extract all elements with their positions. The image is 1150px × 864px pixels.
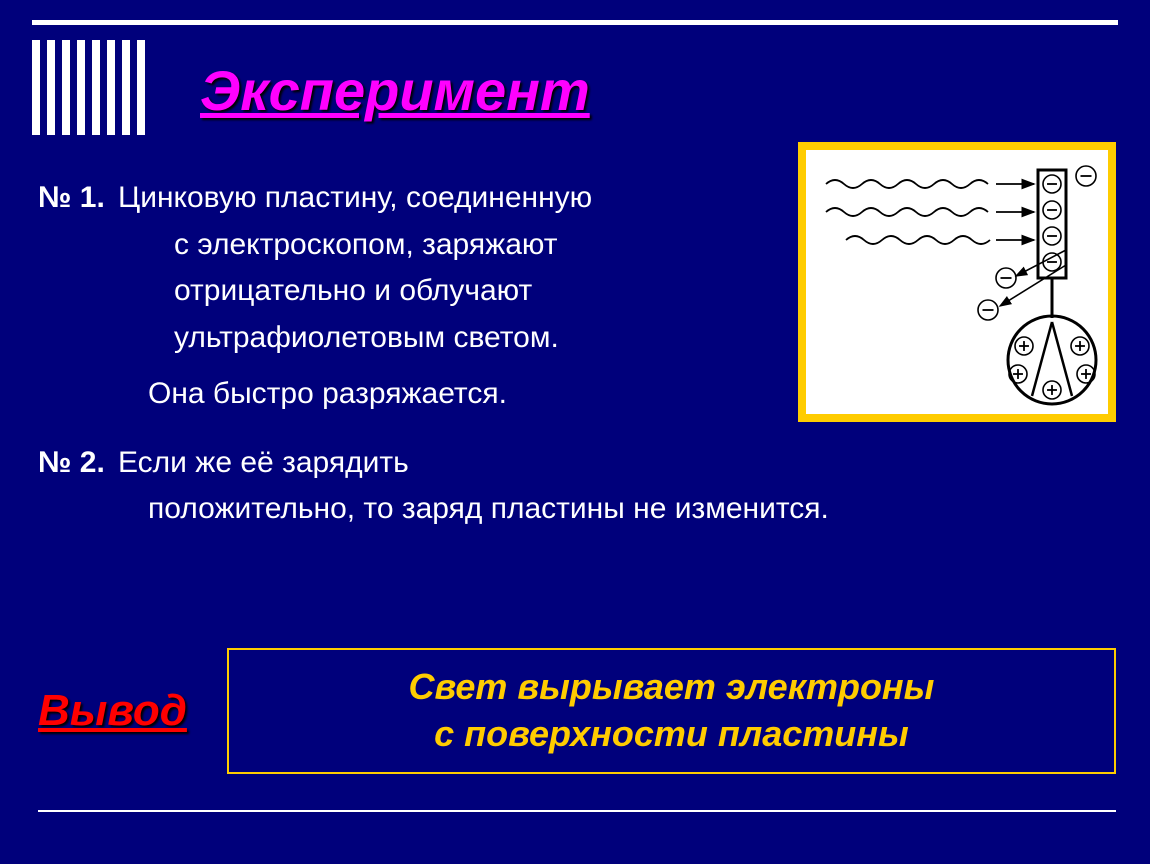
item1-line5: Она быстро разряжается. <box>148 371 1116 418</box>
item1-line1: Цинковую пластину, соединенную <box>118 175 592 222</box>
item1-line4: ультрафиолетовым светом. <box>174 315 1116 362</box>
item1-line3: отрицательно и облучают <box>174 268 1116 315</box>
conclusion-label: Вывод <box>38 686 187 736</box>
item2-line2: положительно, то заряд пластины не измен… <box>148 486 1116 533</box>
content-body: № 1. Цинковую пластину, соединенную с эл… <box>38 175 1116 533</box>
item1-line2: с электроскопом, заряжают <box>174 222 1116 269</box>
top-rule <box>32 20 1118 25</box>
bottom-rule <box>38 810 1116 812</box>
footer-row: Вывод Свет вырывает электроны с поверхно… <box>38 648 1116 774</box>
decorative-stripes <box>32 40 145 135</box>
conclusion-line2: с поверхности пластины <box>239 711 1104 758</box>
conclusion-box: Свет вырывает электроны с поверхности пл… <box>227 648 1116 774</box>
slide-heading: Эксперимент <box>200 58 590 123</box>
item2-line1: Если же её зарядить <box>118 440 409 487</box>
item-number: № 2. <box>38 440 118 487</box>
item-number: № 1. <box>38 175 118 222</box>
conclusion-line1: Свет вырывает электроны <box>239 664 1104 711</box>
